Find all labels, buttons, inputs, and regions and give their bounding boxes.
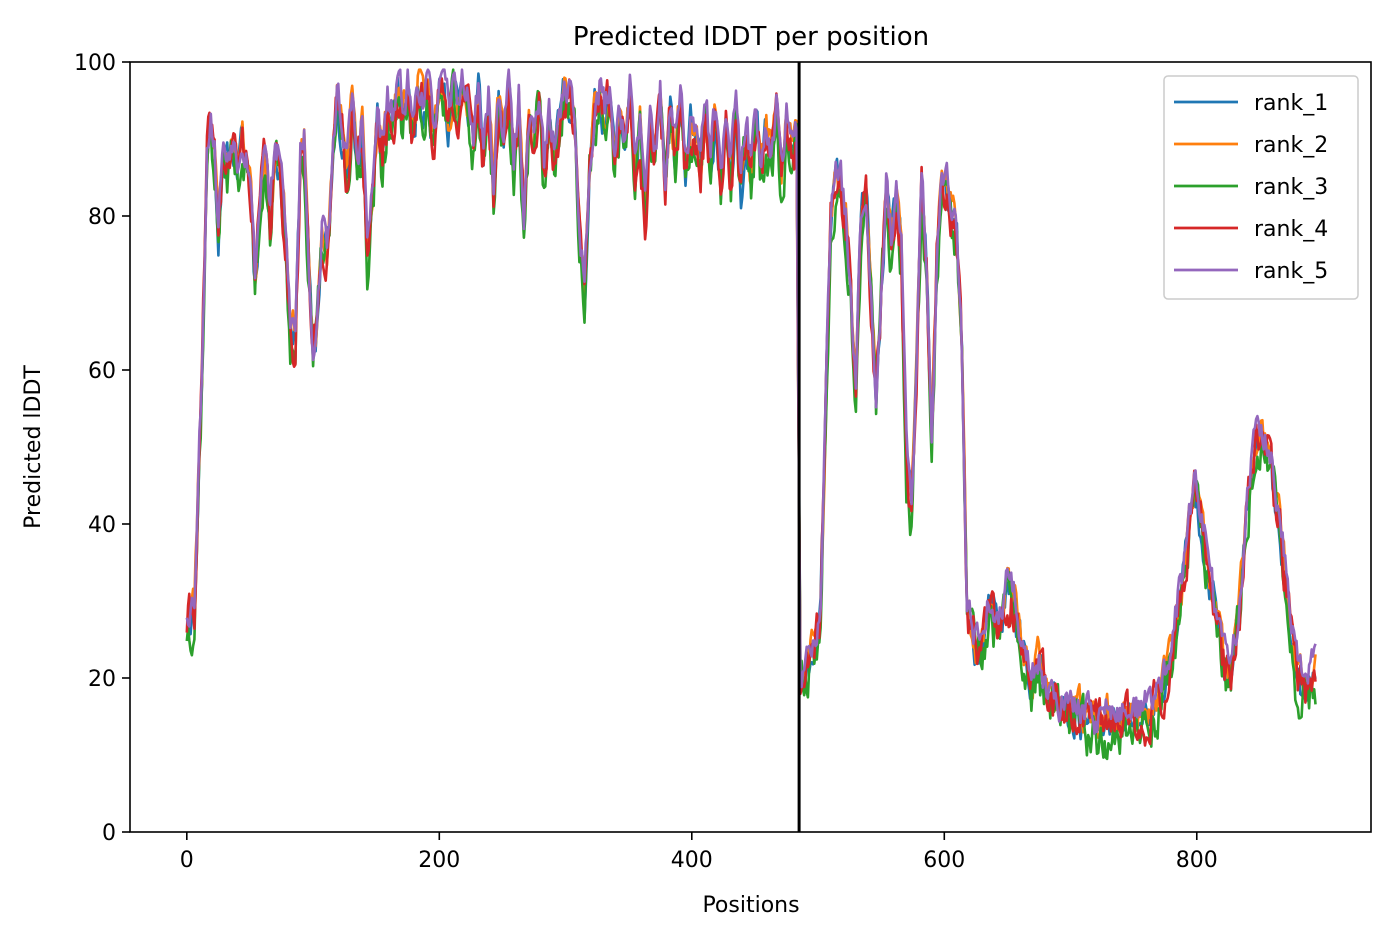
y-tick-label: 0: [102, 821, 116, 846]
x-tick-label: 600: [923, 848, 965, 873]
x-tick-label: 0: [180, 848, 194, 873]
y-tick-label: 40: [88, 513, 116, 538]
plot-frame: [129, 61, 1372, 833]
y-tick-label: 100: [74, 51, 116, 76]
x-axis-label: Positions: [702, 893, 799, 918]
series-layer: [185, 68, 1317, 761]
y-axis-label: Predicted lDDT: [21, 365, 46, 529]
legend-label-rank_4: rank_4: [1254, 217, 1328, 242]
series-line-rank_5: [185, 68, 1317, 735]
y-tick-label: 20: [88, 667, 116, 692]
x-tick-label: 200: [418, 848, 460, 873]
y-tick-label: 60: [88, 359, 116, 384]
legend-box: [1163, 75, 1359, 300]
legend-label-rank_5: rank_5: [1254, 259, 1328, 284]
x-axis-ticks: 0 200 400 600 800: [180, 832, 1218, 873]
x-tick-label: 800: [1176, 848, 1218, 873]
y-axis-ticks: 0 20 40 60 80 100: [74, 51, 130, 846]
legend-label-rank_3: rank_3: [1254, 175, 1328, 200]
chart-title: Predicted lDDT per position: [573, 22, 929, 52]
legend-label-rank_2: rank_2: [1254, 133, 1328, 158]
x-tick-label: 400: [671, 848, 713, 873]
legend-label-rank_1: rank_1: [1254, 91, 1328, 116]
legend: rank_1 rank_2 rank_3 rank_4 rank_5: [1163, 75, 1359, 300]
y-tick-label: 80: [88, 205, 116, 230]
